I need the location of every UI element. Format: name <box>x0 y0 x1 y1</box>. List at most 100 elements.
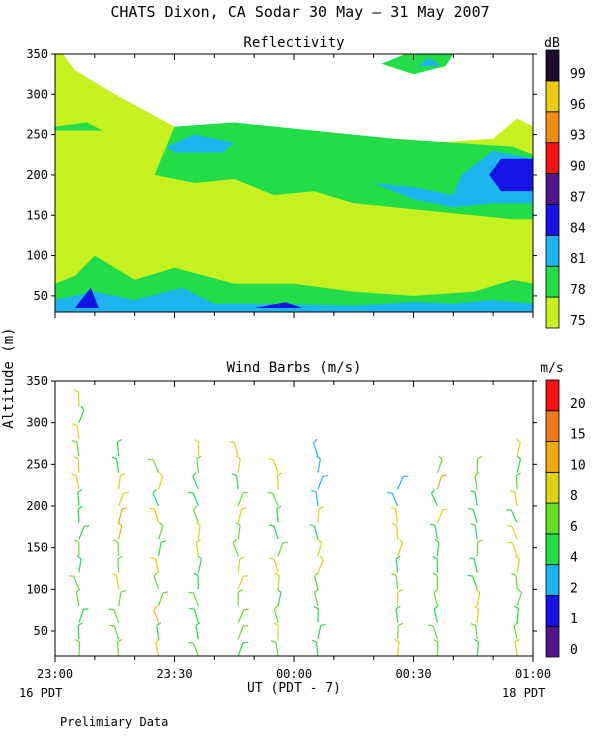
wind-barb-flag <box>243 625 249 627</box>
wind-barb-flag <box>196 455 202 460</box>
wind-barb <box>269 524 279 540</box>
wind-barb-shaft <box>232 542 239 557</box>
wind-x-label-2: 00:00 <box>276 667 312 681</box>
reflectivity-colorbar-swatch-78 <box>545 265 560 298</box>
wind-barb-flag <box>470 490 476 493</box>
wind-barb-flag <box>68 575 74 577</box>
wind-barb <box>269 557 279 573</box>
wind-barb <box>188 591 199 607</box>
wind-barb-shaft <box>77 458 80 473</box>
wind-barb-flag <box>428 624 434 627</box>
reflectivity-colorbar-swatch-75 <box>545 296 560 329</box>
wind-barb-shaft <box>436 542 440 557</box>
wind-barb <box>397 475 409 490</box>
wind-barb-flag <box>71 473 77 477</box>
wind-barb-flag <box>434 538 440 543</box>
wind-barb-shaft <box>275 642 279 657</box>
wind-x-label-4: 01:00 <box>515 667 551 681</box>
wind-barb <box>314 588 319 607</box>
wind-barb-flag <box>432 555 438 560</box>
wind-barb <box>229 441 239 457</box>
wind-barb-flag <box>516 455 521 460</box>
wind-barb <box>514 638 520 657</box>
wind-barb-flag <box>77 505 83 510</box>
wind-barb <box>470 523 478 540</box>
wind-barb <box>156 622 162 640</box>
reflectivity-colorbar-swatch-87 <box>545 173 560 205</box>
wind-barb <box>158 522 164 540</box>
wind-barb-flag <box>123 491 129 494</box>
wind-barb-shaft <box>196 458 199 473</box>
reflectivity-title: Reflectivity <box>243 35 344 51</box>
wind-barb-flag <box>318 506 324 510</box>
wind-barb <box>189 607 199 623</box>
wind-barb-flag <box>117 638 123 643</box>
wind-barb-flag <box>235 522 241 526</box>
wind-barb <box>434 538 440 557</box>
wind-barb-flag <box>242 491 248 494</box>
wind-barb-shaft <box>273 525 279 540</box>
reflectivity-colorbar-label-99: 99 <box>570 67 586 82</box>
wind-barb-flag <box>313 605 319 610</box>
reflectivity-colorbar-label-93: 93 <box>570 129 586 144</box>
wind-barb-shaft <box>516 592 523 607</box>
wind-colorbar-swatch-1 <box>545 595 560 627</box>
wind-barb-shaft <box>118 525 123 540</box>
wind-barb-flag <box>77 622 83 626</box>
wind-barb <box>150 557 160 573</box>
reflectivity-region-78-3 <box>55 122 103 131</box>
wind-barb-flag <box>317 538 323 543</box>
x-axis-label: UT (PDT - 7) <box>247 681 341 696</box>
wind-barb-flag <box>273 605 279 610</box>
wind-barb <box>192 505 199 523</box>
wind-barb-shaft <box>395 608 399 623</box>
wind-barb-flag <box>469 557 475 560</box>
wind-barb <box>68 575 80 590</box>
wind-barb <box>473 605 479 623</box>
wind-barb <box>77 505 83 523</box>
wind-barb <box>76 555 82 573</box>
wind-barb <box>515 472 522 490</box>
wind-barb-flag <box>431 489 436 494</box>
wind-barb-shaft <box>513 625 518 640</box>
wind-barb-shaft <box>118 592 122 607</box>
wind-barb-flag <box>509 490 516 493</box>
wind-barb-shaft <box>476 592 481 607</box>
wind-barb <box>158 472 164 490</box>
wind-barb-flag <box>73 389 79 393</box>
wind-barb-flag <box>188 491 194 494</box>
wind-barb <box>311 639 319 657</box>
wind-barb-flag <box>232 538 237 544</box>
wind-barb-shaft <box>118 475 121 490</box>
wind-barb-flag <box>515 555 520 560</box>
wind-barb-flag <box>516 472 522 476</box>
wind-barb <box>391 573 399 590</box>
wind-barb-shaft <box>397 625 399 640</box>
wind-barb <box>516 588 523 607</box>
wind-barb-shaft <box>516 442 521 457</box>
wind-barb-flag <box>196 538 201 543</box>
wind-barb <box>476 455 483 473</box>
wind-y-tick-label-350: 350 <box>26 374 48 388</box>
wind-colorbar-label-6: 6 <box>570 520 578 535</box>
wind-barb-shaft <box>117 541 120 557</box>
wind-barb-flag <box>149 507 155 510</box>
wind-barb-shaft <box>116 642 120 657</box>
wind-barb <box>276 472 283 490</box>
wind-barb <box>513 605 520 623</box>
wind-barb <box>118 491 129 507</box>
reflectivity-colorbar-swatch-96 <box>545 80 560 113</box>
wind-barb-shaft <box>113 609 120 623</box>
wind-barb-shaft <box>395 508 399 523</box>
wind-barb-flag <box>319 555 324 561</box>
wind-barb-shaft <box>511 542 518 557</box>
wind-barb-shaft <box>236 475 239 490</box>
wind-barb-flag <box>77 488 83 493</box>
wind-barb-shaft <box>317 625 322 640</box>
wind-barb-flag <box>153 605 158 610</box>
wind-colorbar-label-0: 0 <box>570 643 578 658</box>
wind-colorbar-label-4: 4 <box>570 551 578 566</box>
reflectivity-x-ticks <box>54 54 534 318</box>
wind-barb-shaft <box>516 608 520 623</box>
wind-barb-flag <box>277 472 283 476</box>
